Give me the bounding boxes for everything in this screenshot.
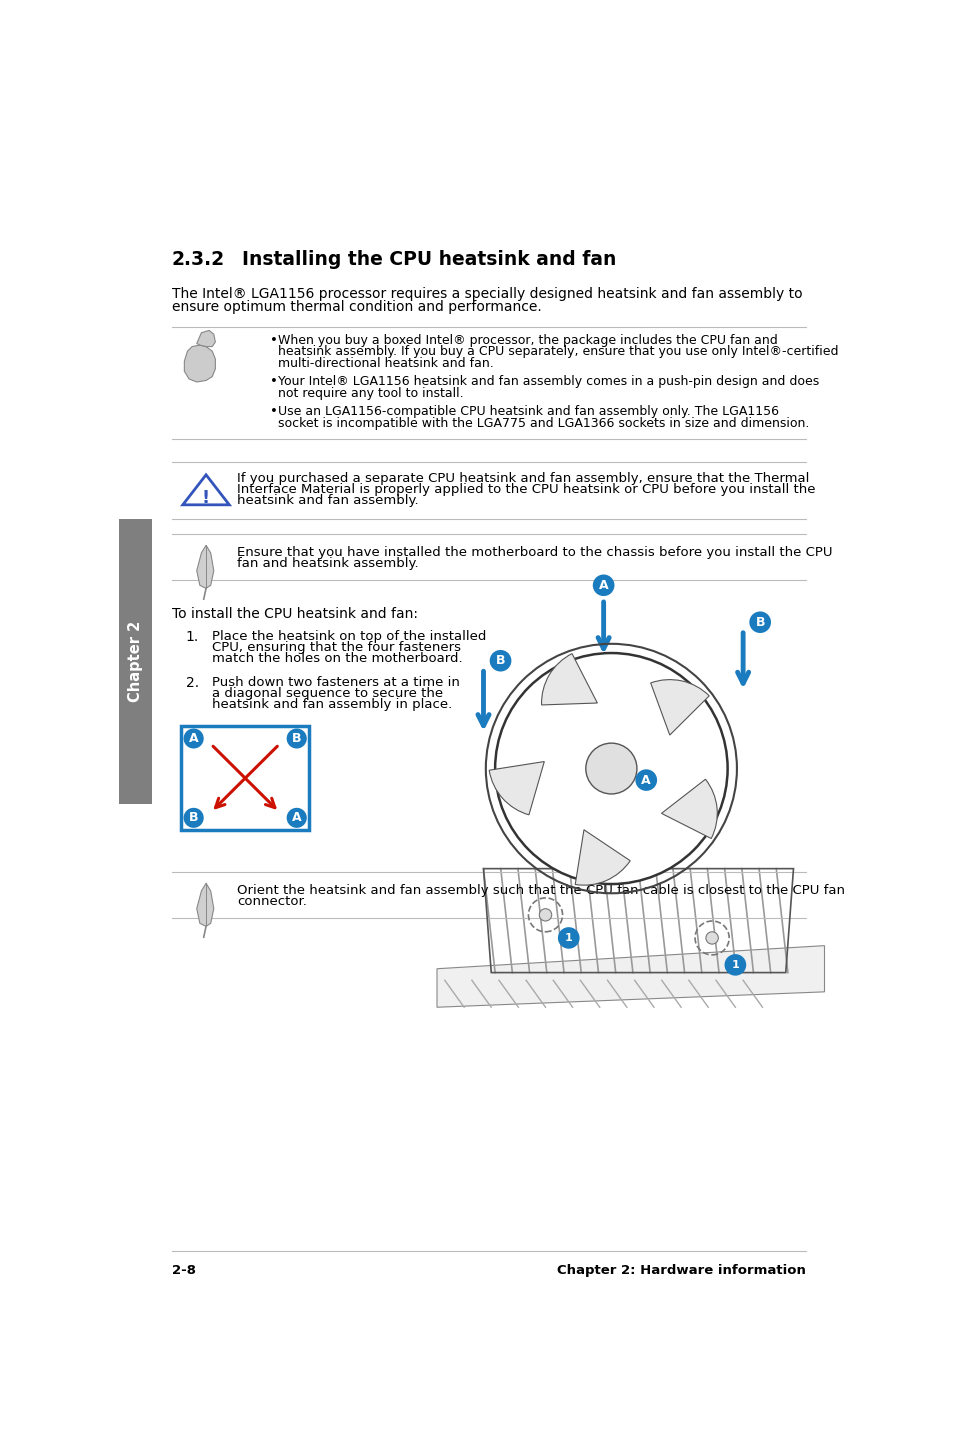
Text: 2.3.2: 2.3.2	[172, 250, 225, 269]
Text: 1.: 1.	[186, 630, 199, 644]
Circle shape	[183, 808, 204, 828]
Polygon shape	[196, 883, 213, 926]
Circle shape	[538, 909, 551, 920]
Circle shape	[558, 928, 579, 949]
Text: When you buy a boxed Intel® processor, the package includes the CPU fan and: When you buy a boxed Intel® processor, t…	[278, 334, 777, 347]
Text: Your Intel® LGA1156 heatsink and fan assembly comes in a push-pin design and doe: Your Intel® LGA1156 heatsink and fan ass…	[278, 375, 819, 388]
Text: 2-8: 2-8	[172, 1264, 195, 1277]
Text: B: B	[189, 811, 198, 824]
Text: If you purchased a separate CPU heatsink and fan assembly, ensure that the Therm: If you purchased a separate CPU heatsink…	[236, 472, 808, 485]
Text: fan and heatsink assembly.: fan and heatsink assembly.	[236, 557, 418, 571]
Text: A: A	[598, 578, 608, 592]
Bar	[119, 519, 152, 804]
Text: B: B	[496, 654, 505, 667]
Circle shape	[705, 932, 718, 945]
Wedge shape	[541, 654, 597, 705]
Text: Push down two fasteners at a time in: Push down two fasteners at a time in	[212, 676, 459, 689]
Text: The Intel® LGA1156 processor requires a specially designed heatsink and fan asse: The Intel® LGA1156 processor requires a …	[172, 286, 801, 301]
Text: A: A	[189, 732, 198, 745]
Text: Chapter 2: Chapter 2	[128, 621, 143, 702]
Text: 2.: 2.	[186, 676, 199, 690]
Polygon shape	[196, 545, 213, 588]
Text: match the holes on the motherboard.: match the holes on the motherboard.	[212, 653, 462, 666]
Circle shape	[748, 611, 770, 633]
Text: Installing the CPU heatsink and fan: Installing the CPU heatsink and fan	[241, 250, 616, 269]
Text: heatsink and fan assembly.: heatsink and fan assembly.	[236, 495, 418, 508]
Text: Use an LGA1156-compatible CPU heatsink and fan assembly only. The LGA1156: Use an LGA1156-compatible CPU heatsink a…	[278, 406, 779, 418]
Text: connector.: connector.	[236, 896, 307, 909]
Text: A: A	[292, 811, 301, 824]
Circle shape	[286, 729, 307, 749]
Wedge shape	[660, 779, 717, 838]
Text: ensure optimum thermal condition and performance.: ensure optimum thermal condition and per…	[172, 301, 541, 315]
Wedge shape	[575, 830, 630, 886]
Circle shape	[183, 729, 204, 749]
Text: To install the CPU heatsink and fan:: To install the CPU heatsink and fan:	[172, 607, 417, 621]
Circle shape	[723, 953, 745, 975]
Text: B: B	[292, 732, 301, 745]
Text: •: •	[270, 334, 278, 347]
Circle shape	[489, 650, 511, 672]
Text: multi-directional heatsink and fan.: multi-directional heatsink and fan.	[278, 357, 494, 370]
Text: not require any tool to install.: not require any tool to install.	[278, 387, 463, 400]
Text: CPU, ensuring that the four fasteners: CPU, ensuring that the four fasteners	[212, 641, 460, 654]
Text: Chapter 2: Hardware information: Chapter 2: Hardware information	[557, 1264, 805, 1277]
Text: •: •	[270, 375, 278, 388]
Polygon shape	[196, 331, 215, 347]
Polygon shape	[183, 475, 229, 505]
Text: Interface Material is properly applied to the CPU heatsink or CPU before you ins: Interface Material is properly applied t…	[236, 483, 815, 496]
Text: 1: 1	[564, 933, 572, 943]
Circle shape	[592, 575, 614, 597]
Text: •: •	[270, 406, 278, 418]
Polygon shape	[436, 946, 823, 1007]
Bar	[181, 726, 309, 830]
Text: heatsink assembly. If you buy a CPU separately, ensure that you use only Intel®-: heatsink assembly. If you buy a CPU sepa…	[278, 345, 838, 358]
Wedge shape	[650, 680, 708, 735]
Circle shape	[585, 743, 637, 794]
Text: Orient the heatsink and fan assembly such that the CPU fan cable is closest to t: Orient the heatsink and fan assembly suc…	[236, 884, 844, 897]
Wedge shape	[489, 762, 544, 815]
Text: A: A	[640, 774, 650, 787]
Circle shape	[286, 808, 307, 828]
Text: 1: 1	[731, 961, 739, 969]
Text: a diagonal sequence to secure the: a diagonal sequence to secure the	[212, 687, 443, 700]
Text: heatsink and fan assembly in place.: heatsink and fan assembly in place.	[212, 697, 452, 710]
Circle shape	[635, 769, 657, 791]
Text: !: !	[202, 489, 210, 506]
Circle shape	[495, 653, 727, 884]
Text: B: B	[755, 615, 764, 628]
Polygon shape	[184, 345, 215, 383]
Text: socket is incompatible with the LGA775 and LGA1366 sockets in size and dimension: socket is incompatible with the LGA775 a…	[278, 417, 809, 430]
Text: Place the heatsink on top of the installed: Place the heatsink on top of the install…	[212, 630, 486, 643]
Text: Ensure that you have installed the motherboard to the chassis before you install: Ensure that you have installed the mothe…	[236, 546, 832, 559]
